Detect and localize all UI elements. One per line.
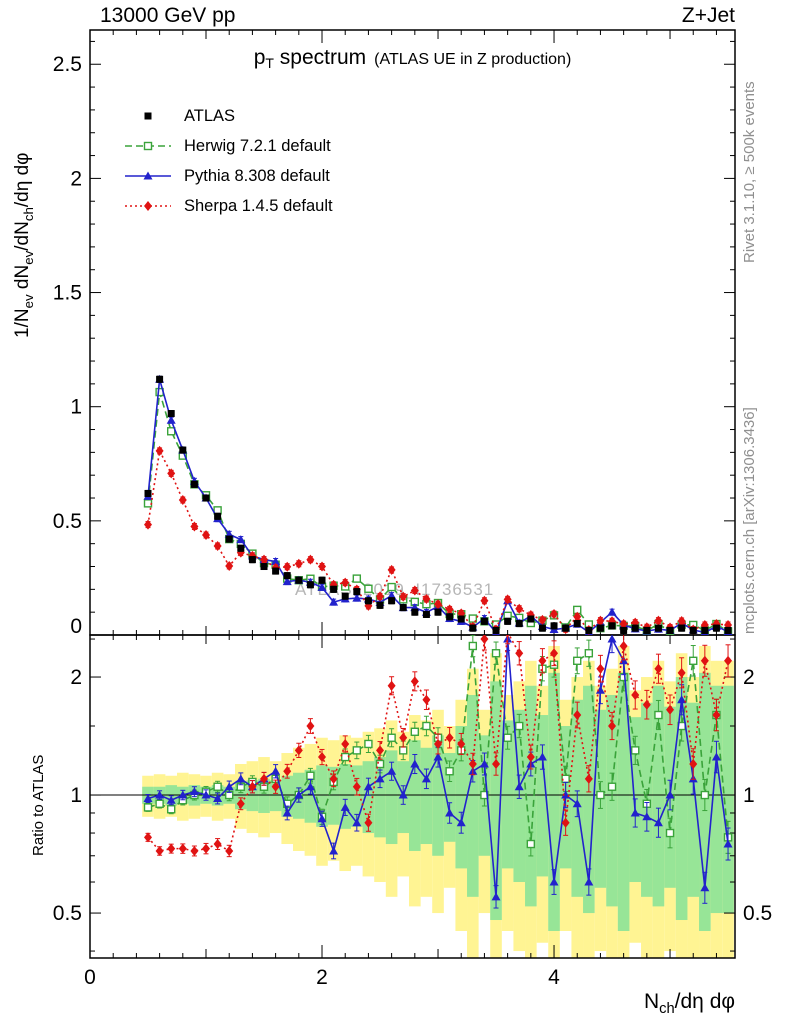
ylabel-part: 1/N bbox=[12, 308, 33, 338]
series-line-sherpa bbox=[147, 635, 729, 853]
xlabel-part: N bbox=[643, 990, 660, 1013]
header-process: Z+Jet bbox=[681, 4, 735, 27]
legend-item-sherpa: Sherpa 1.4.5 default bbox=[122, 191, 333, 221]
ylabel-sub: ch bbox=[20, 207, 36, 222]
legend-item-atlas: ATLAS bbox=[122, 101, 333, 131]
svg-text:4: 4 bbox=[548, 966, 560, 989]
svg-text:2: 2 bbox=[743, 666, 755, 689]
title-rest: spectrum bbox=[273, 46, 367, 69]
legend-label-herwig: Herwig 7.2.1 default bbox=[184, 136, 331, 155]
ylabel-sub: ev bbox=[20, 250, 36, 265]
legend-label-pythia: Pythia 8.308 default bbox=[184, 166, 330, 185]
legend-label-atlas: ATLAS bbox=[184, 106, 236, 125]
svg-text:1: 1 bbox=[70, 784, 82, 807]
svg-text:1.5: 1.5 bbox=[53, 282, 82, 305]
svg-text:2: 2 bbox=[70, 167, 82, 190]
ylabel-part: /dη dφ bbox=[12, 152, 33, 208]
svg-text:0.5: 0.5 bbox=[53, 510, 82, 533]
series-line-herwig bbox=[147, 391, 729, 633]
svg-text:0.5: 0.5 bbox=[743, 902, 772, 925]
legend-label-sherpa: Sherpa 1.4.5 default bbox=[184, 196, 333, 215]
legend-marker-herwig bbox=[125, 141, 171, 151]
main-series bbox=[143, 374, 733, 635]
xlabel-part: /dη dφ bbox=[674, 990, 735, 1013]
svg-text:2.5: 2.5 bbox=[53, 53, 82, 76]
title-subscript: T bbox=[265, 55, 274, 72]
legend-marker-sherpa bbox=[125, 201, 171, 211]
ylabel-part: /dN bbox=[12, 221, 33, 251]
mcplots-arxiv-note: mcplots.cern.ch [arXiv:1306.3436] bbox=[741, 407, 758, 634]
x-axis-label: Nch/dη dφ bbox=[644, 990, 735, 1017]
y-axis-label-main: 1/Nev dNev/dNch/dη dφ bbox=[12, 153, 36, 338]
series-line-pythia bbox=[147, 379, 729, 635]
ylabel-part: dN bbox=[12, 264, 33, 295]
svg-text:0: 0 bbox=[70, 615, 82, 638]
svg-text:0.5: 0.5 bbox=[53, 902, 82, 925]
series-line-sherpa bbox=[147, 448, 729, 632]
rivet-version-note: Rivet 3.1.10, ≥ 500k events bbox=[741, 81, 758, 263]
legend-marker-atlas bbox=[144, 112, 152, 120]
ratio-series bbox=[143, 635, 733, 909]
svg-text:0: 0 bbox=[84, 966, 96, 989]
svg-text:1: 1 bbox=[70, 396, 82, 419]
header-beam-energy: 13000 GeV pp bbox=[100, 4, 236, 27]
svg-text:2: 2 bbox=[70, 666, 82, 689]
title-main: p bbox=[253, 46, 266, 69]
ratio-bands bbox=[142, 645, 734, 958]
axis-tick-labels: 0 2 4 0 0.5 1 1.5 2 2.5 0.5 0.5 1 1 2 2 bbox=[53, 53, 772, 989]
legend-item-pythia: Pythia 8.308 default bbox=[122, 161, 333, 191]
xlabel-sub: ch bbox=[659, 1001, 675, 1018]
legend-item-herwig: Herwig 7.2.1 default bbox=[122, 131, 333, 161]
y-axis-label-ratio: Ratio to ATLAS bbox=[30, 754, 47, 856]
svg-text:1: 1 bbox=[743, 784, 755, 807]
svg-text:2: 2 bbox=[316, 966, 328, 989]
legend-marker-pythia bbox=[125, 171, 171, 180]
ylabel-sub: ev bbox=[20, 294, 36, 309]
legend: ATLAS Herwig 7.2.1 default Pythia 8.308 … bbox=[122, 101, 333, 221]
plot-title: pT spectrum (ATLAS UE in Z production) bbox=[90, 46, 735, 71]
ratio-frame bbox=[89, 634, 736, 959]
title-paren: (ATLAS UE in Z production) bbox=[374, 51, 572, 68]
